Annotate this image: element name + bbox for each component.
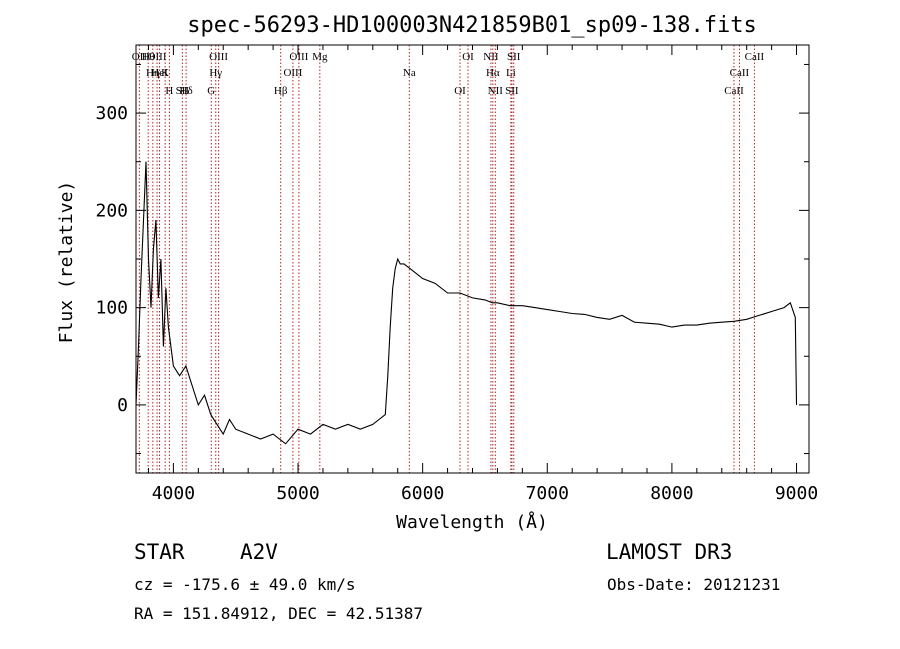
y-tick-label: 0 [117,395,128,416]
flux-series-line [135,161,798,445]
spectral-line-label: H [165,85,173,97]
y-axis-label: Flux (relative) [56,181,77,344]
sky-coordinates: RA = 151.84912, DEC = 42.51387 [134,604,423,623]
y-tick-label: 100 [95,298,128,319]
spectral-line-label: Na [403,67,416,79]
spectral-line-label: SII [505,85,519,97]
spectral-line-label: K [161,67,169,79]
spectral-line-label: CaII [724,85,744,97]
spectral-line-label: OIII [148,51,167,63]
x-axis-ticks: 4000 5000 6000 7000 8000 9000 [147,45,818,504]
spectral-line-label: OIII [283,67,302,79]
redshift-velocity: cz = -175.6 ± 49.0 km/s [134,575,356,594]
spectral-line-label: OI [462,51,474,63]
spectral-line-label: G [207,85,215,97]
spectral-line-label: Hθ [142,51,155,63]
x-tick-label: 6000 [401,483,444,504]
spectral-line-label: Hδ [180,85,193,97]
chart-title: spec-56293-HD100003N421859B01_sp09-138.f… [187,13,757,38]
y-tick-label: 300 [95,103,128,124]
x-tick-label: 9000 [775,483,818,504]
y-axis-ticks: 0 100 200 300 [95,63,809,455]
x-tick-label: 7000 [526,483,569,504]
survey-name: LAMOST DR3 [606,540,733,564]
spectral-line-label: NII [483,51,499,63]
spectral-line-label: Hβ [274,85,288,97]
x-axis-label: Wavelength (Å) [396,511,548,533]
spectral-line-label: Hη [146,67,160,79]
spectral-line-label: Li [506,67,516,79]
x-tick-label: 4000 [152,483,195,504]
y-tick-label: 200 [95,200,128,221]
spectral-line-label: OIII [289,51,308,63]
spectral-line-markers [138,45,755,473]
spectral-line-label: Hα [486,67,500,79]
spectral-line-label: Hγ [209,67,222,79]
spectral-line-label: NII [488,85,504,97]
x-tick-label: 5000 [276,483,319,504]
spectral-line-label: CaII [745,51,765,63]
plot-frame [135,44,810,474]
spectral-line-label: SII [176,85,190,97]
spectral-line-label: Mg [312,51,328,63]
object-subclass: A2V [240,540,278,564]
spectral-line-label: HeI [151,67,168,79]
x-tick-label: 8000 [650,483,693,504]
spectral-line-label: CaII [730,67,750,79]
spectral-line-label: OI [454,85,466,97]
spectral-line-label: OIII [209,51,228,63]
observation-date: Obs-Date: 20121231 [607,575,781,594]
spectral-line-label: OII [132,51,148,63]
object-class: STAR [134,540,185,564]
spectral-line-label: SII [507,51,521,63]
